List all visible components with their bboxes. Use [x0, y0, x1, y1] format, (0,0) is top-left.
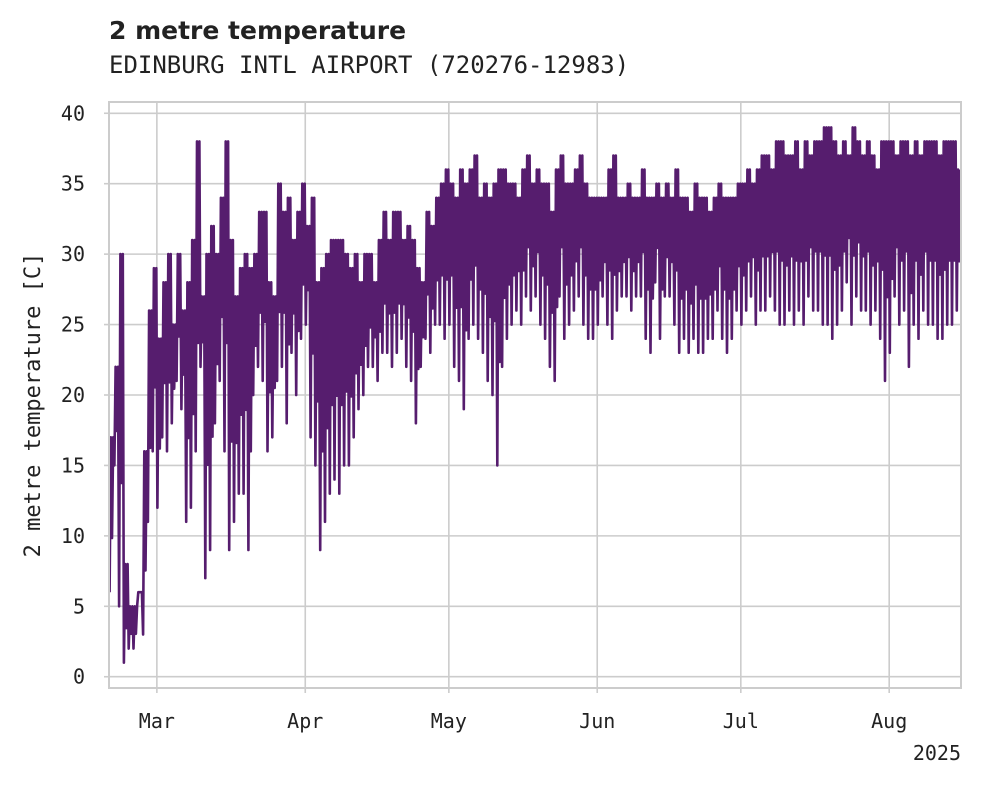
chart-title: 2 metre temperature [109, 16, 407, 45]
y-tick-label: 25 [61, 313, 85, 337]
y-tick-label: 40 [61, 101, 85, 125]
temperature-series-line-0 [108, 126, 962, 664]
plot-frame [108, 101, 962, 689]
y-tick-label: 30 [61, 242, 85, 266]
x-tick-label-may: May [431, 709, 467, 733]
axis-ticks: 0 5 10 15 20 25 30 35 40 Mar Apr May Jun Jul Aug [61, 101, 907, 733]
x-tick-label-jun: Jun [579, 709, 615, 733]
y-tick-label: 20 [61, 383, 85, 407]
x-tick-label-jul: Jul [723, 709, 759, 733]
y-tick-label: 10 [61, 524, 85, 548]
chart-subtitle: EDINBURG INTL AIRPORT (720276-12983) [109, 51, 630, 79]
x-tick-label-mar: Mar [139, 709, 175, 733]
x-tick-label-aug: Aug [871, 709, 907, 733]
x-axis-year-label: 2025 [913, 741, 961, 765]
x-tick-label-apr: Apr [287, 709, 323, 733]
y-tick-label: 35 [61, 172, 85, 196]
series-layer [108, 126, 962, 664]
y-tick-label: 0 [73, 665, 85, 689]
y-axis-label: 2 metre temperature [C] [21, 253, 46, 558]
y-tick-label: 15 [61, 453, 85, 477]
y-tick-label: 5 [73, 594, 85, 618]
